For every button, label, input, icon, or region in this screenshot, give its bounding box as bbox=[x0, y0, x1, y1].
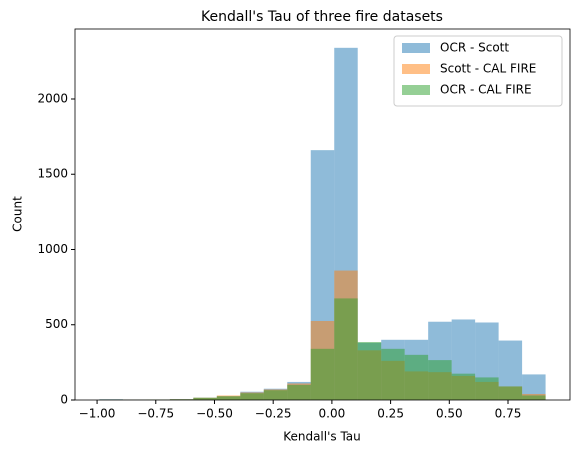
y-tick-label: 1500 bbox=[37, 167, 68, 181]
x-tick-label: −0.25 bbox=[255, 407, 292, 421]
y-tick-label: 1000 bbox=[37, 242, 68, 256]
x-tick-label: 0.50 bbox=[436, 407, 463, 421]
y-tick-label: 0 bbox=[60, 393, 68, 407]
chart-title: Kendall's Tau of three fire datasets bbox=[201, 9, 443, 25]
legend-label: OCR - CAL FIRE bbox=[440, 83, 532, 97]
bar bbox=[522, 395, 545, 400]
x-tick-label: 0.00 bbox=[319, 407, 346, 421]
legend-swatch bbox=[402, 43, 430, 53]
x-tick-label: 0.25 bbox=[377, 407, 404, 421]
legend-label: Scott - CAL FIRE bbox=[440, 62, 536, 76]
bar bbox=[381, 349, 404, 400]
bar bbox=[405, 355, 428, 400]
bar bbox=[499, 386, 522, 400]
legend-swatch bbox=[402, 64, 430, 74]
y-axis-label: Count bbox=[11, 196, 25, 232]
x-tick-label: −1.00 bbox=[79, 407, 116, 421]
bar bbox=[334, 298, 357, 400]
bar bbox=[311, 349, 334, 400]
bar bbox=[217, 396, 240, 400]
bar bbox=[240, 393, 263, 400]
bar bbox=[452, 374, 475, 400]
bar bbox=[358, 342, 381, 400]
x-tick-label: 0.75 bbox=[495, 407, 522, 421]
legend-swatch bbox=[402, 85, 430, 95]
bar bbox=[287, 385, 310, 400]
legend-label: OCR - Scott bbox=[440, 41, 509, 55]
bar bbox=[428, 360, 451, 400]
bar bbox=[264, 390, 287, 400]
y-tick-label: 500 bbox=[45, 317, 68, 331]
x-tick-label: −0.50 bbox=[196, 407, 233, 421]
x-tick-label: −0.75 bbox=[137, 407, 174, 421]
y-tick-label: 2000 bbox=[37, 91, 68, 105]
bar bbox=[475, 377, 498, 400]
x-axis-label: Kendall's Tau bbox=[283, 430, 361, 444]
